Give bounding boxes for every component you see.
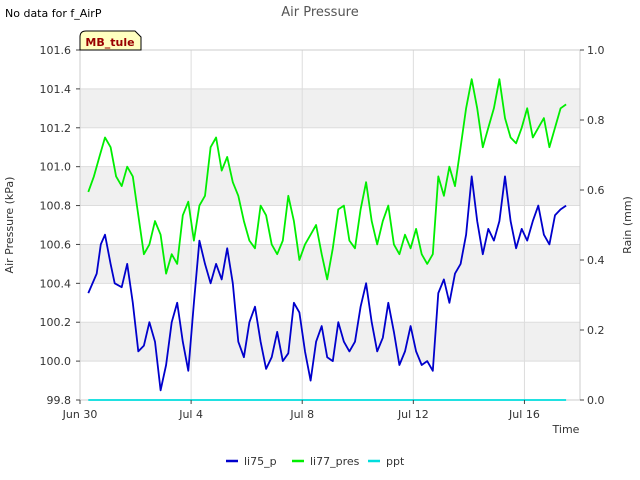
x-tick-label: Jul 12 [397, 408, 429, 421]
y-right-tick-label: 0.6 [587, 184, 605, 197]
chart-title: Air Pressure [281, 5, 359, 20]
station-badge-label: MB_tule [85, 36, 134, 49]
series-line-li75_p [87, 175, 567, 392]
x-tick-label: Jul 8 [289, 408, 314, 421]
y-right-tick-label: 1.0 [587, 44, 605, 57]
y-tick-label: 101.2 [40, 122, 72, 135]
x-tick-label: Jun 30 [62, 408, 98, 421]
y-right-tick-label: 0.4 [587, 254, 605, 267]
legend: li75_p li77_pres ppt [226, 455, 405, 468]
series-line-li77_pres [87, 78, 567, 281]
no-data-note: No data for f_AirP [5, 7, 102, 20]
y-axis-label: Air Pressure (kPa) [3, 177, 16, 274]
y-tick-label: 99.8 [47, 394, 72, 407]
legend-label-li75_p: li75_p [244, 455, 277, 468]
axes: 99.8 100.0 100.2 100.4 100.6 100.8 101.0 101.2 1… [40, 44, 605, 421]
y-tick-label: 100.8 [40, 200, 72, 213]
background-band [80, 88, 580, 128]
y-right-tick-label: 0.0 [587, 394, 605, 407]
legend-label-ppt: ppt [386, 455, 405, 468]
y-tick-label: 100.2 [40, 316, 72, 329]
background-bands [80, 88, 580, 362]
x-tick-label: Jul 4 [178, 408, 203, 421]
series-layer [87, 78, 567, 401]
background-band [80, 322, 580, 362]
y-axis-label-right: Rain (mm) [621, 196, 634, 254]
y-tick-label: 100.6 [40, 238, 72, 251]
y-right-tick-label: 0.2 [587, 324, 605, 337]
station-badge: MB_tule [79, 30, 142, 51]
y-tick-label: 101.6 [40, 44, 72, 57]
x-tick-label: Jul 16 [508, 408, 540, 421]
legend-label-li77_pres: li77_pres [310, 455, 360, 468]
background-band [80, 166, 580, 206]
x-axis-label: Time [552, 423, 580, 436]
y-tick-label: 101.4 [40, 83, 72, 96]
y-tick-label: 100.4 [40, 277, 72, 290]
station-badge-shape [79, 30, 142, 51]
y-right-tick-label: 0.8 [587, 114, 605, 127]
y-tick-label: 100.0 [40, 355, 72, 368]
y-tick-label: 101.0 [40, 161, 72, 174]
